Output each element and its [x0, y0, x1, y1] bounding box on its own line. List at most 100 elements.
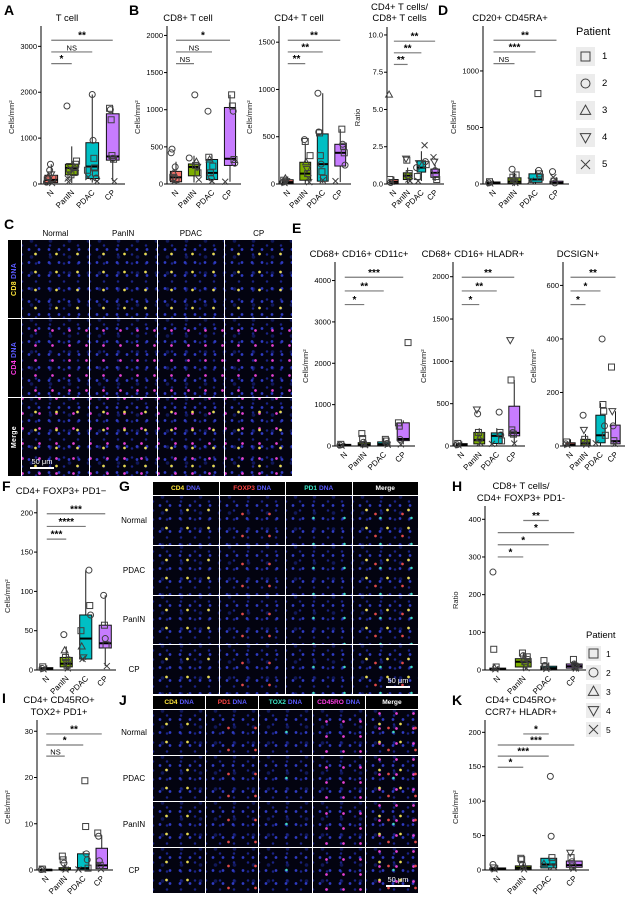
chart-title: DCSIGN+: [556, 248, 600, 260]
svg-text:400: 400: [546, 334, 559, 343]
legend-item-patient-1: 1: [576, 47, 610, 66]
x-tick-label: CP: [564, 674, 578, 688]
micro-image: [157, 398, 225, 476]
significance-label: NS: [50, 748, 60, 757]
significance-label: ***: [368, 268, 380, 279]
svg-text:500: 500: [262, 132, 275, 141]
svg-text:1000: 1000: [258, 85, 275, 94]
x-tick-label: CP: [92, 874, 106, 888]
significance-label: NS: [180, 55, 190, 64]
patient-legend-top: Patient 1 2 3 4 5: [576, 26, 610, 178]
significance-label: *: [584, 281, 588, 292]
micro-col-title: TOX2 DNA: [259, 696, 312, 709]
svg-text:0: 0: [29, 866, 33, 875]
x-tick-label: N: [492, 874, 503, 885]
micro-image: [89, 240, 157, 318]
significance-label: *: [63, 736, 67, 747]
panel-k-boxplot: CD4+ CD45RO+ CCR7+ HLADR+ Cells/mm² 0 50 100 1…: [450, 694, 592, 896]
circle-icon: [576, 74, 595, 93]
panel-letter-h: H: [452, 478, 463, 494]
box-PDAC: [528, 173, 543, 183]
x-tick-label: PanIN: [288, 188, 310, 210]
micro-image: [225, 319, 292, 397]
significance-label: **: [301, 42, 309, 53]
panel-b-cd4-boxplot: CD4+ T cell Cells/mm² 0 500 1000 1500 ** ** ** N P…: [244, 2, 354, 210]
significance-label: **: [360, 281, 368, 292]
micro-image: [312, 848, 365, 893]
micro-image: [259, 848, 312, 893]
micro-image: [225, 240, 292, 318]
x-tick-label: CP: [393, 450, 407, 464]
svg-text:3000: 3000: [314, 317, 331, 326]
x-tick-label: N: [456, 450, 467, 461]
x-tick-label: PanIN: [54, 188, 76, 210]
micro-image: [312, 710, 365, 755]
chart-title: CD4+ FOXP3+ PD1-: [476, 492, 566, 504]
x-tick-label: CP: [547, 188, 561, 202]
panel-f-boxplot: CD4+ FOXP3+ PD1− Cells/mm² 0 50 100 150 200 ***…: [2, 484, 120, 696]
svg-text:2000: 2000: [314, 359, 331, 368]
y-axis-label: Cells/mm²: [7, 100, 16, 134]
svg-text:200: 200: [546, 388, 559, 397]
micro-image: [352, 595, 418, 645]
x-tick-label: N: [339, 450, 350, 461]
y-axis-label: Cells/mm²: [451, 790, 460, 824]
significance-label: **: [78, 31, 86, 42]
y-axis-label: Cells/mm²: [133, 100, 142, 134]
micro-image: [352, 496, 418, 545]
x-tick-label: N: [45, 188, 56, 199]
significance-label: *: [534, 523, 538, 534]
micro-col-title: PD1 DNA: [206, 696, 259, 709]
box-CP: [223, 106, 237, 166]
micro-row-label: CD8DNA: [8, 240, 21, 318]
panel-letter-i: I: [2, 690, 6, 706]
significance-label: ***: [530, 736, 542, 747]
legend-item-label: 3: [602, 105, 608, 116]
x-cross-icon: [586, 722, 601, 737]
micro-row-label: Merge: [8, 398, 21, 476]
panel-b-cd8-boxplot: CD8+ T cell Cells/mm² 0 500 1000 1500 2000 NS NS…: [132, 2, 244, 210]
svg-text:2.5: 2.5: [373, 142, 383, 151]
panel-letter-k: K: [452, 692, 463, 708]
x-tick-label: CP: [330, 188, 344, 202]
chart-title: CD68+ CD16+ HLADR+: [421, 248, 525, 260]
micro-image: [219, 595, 285, 645]
micro-row-label: CD4DNA: [8, 319, 21, 397]
panel-e-hladr-boxplot: CD68+ CD16+ HLADR+ Cells/mm² 0 500 1000 1500 2…: [418, 246, 528, 472]
svg-text:500: 500: [466, 123, 479, 132]
micro-col-title: CD4 DNA: [153, 696, 206, 709]
y-axis-label: Cells/mm²: [245, 100, 254, 134]
svg-text:1000: 1000: [462, 66, 479, 75]
svg-text:0: 0: [555, 442, 559, 451]
legend-item-patient-2: 2: [576, 74, 610, 93]
chart-title: CD20+ CD45RA+: [472, 12, 548, 24]
micro-image: [89, 319, 157, 397]
legend-item-label: 2: [602, 78, 608, 89]
x-tick-label: PDAC: [531, 674, 553, 696]
svg-text:20: 20: [25, 773, 33, 782]
significance-label: **: [521, 31, 529, 42]
micro-image: [153, 645, 219, 694]
svg-text:400: 400: [468, 515, 481, 524]
micro-image: [365, 710, 418, 755]
micro-col-title: Merge: [352, 482, 418, 495]
chart-title: CD4+ FOXP3+ PD1−: [15, 485, 107, 497]
x-tick-label: PDAC: [194, 188, 216, 210]
micro-row-label: PanIN: [116, 595, 152, 645]
chart-title: CD8+ T cell: [163, 12, 213, 24]
significance-label: **: [293, 54, 301, 65]
significance-label: *: [509, 547, 513, 558]
significance-label: NS: [189, 43, 199, 52]
significance-label: *: [353, 295, 357, 306]
x-tick-label: PanIN: [47, 874, 69, 896]
micro-image: [157, 319, 225, 397]
svg-text:0.0: 0.0: [373, 179, 383, 188]
svg-text:100: 100: [468, 797, 481, 806]
micro-col-title: Normal: [22, 226, 89, 239]
svg-text:30: 30: [25, 727, 33, 736]
legend-item-label: 1: [602, 51, 608, 62]
scale-bar: 50 μm: [30, 457, 54, 469]
